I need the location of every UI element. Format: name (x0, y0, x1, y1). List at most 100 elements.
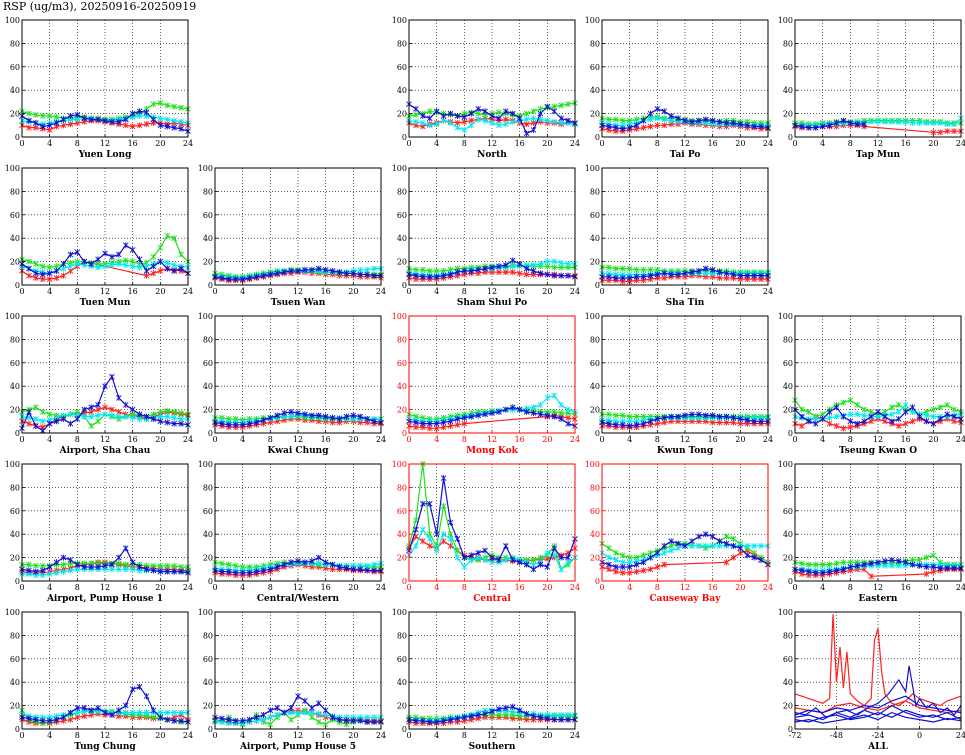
x-tick-label: 4 (240, 731, 245, 740)
data-point (861, 412, 867, 419)
data-point (482, 411, 488, 418)
data-point (413, 111, 419, 118)
y-tick-label: 20 (203, 702, 213, 711)
x-tick-label: 4 (47, 435, 52, 444)
data-point (143, 709, 150, 716)
data-point (723, 119, 730, 126)
data-point (854, 411, 861, 418)
x-tick-label: 12 (100, 583, 110, 592)
data-point (482, 556, 488, 563)
data-point (737, 272, 744, 279)
data-point (819, 569, 826, 576)
data-point (157, 115, 164, 122)
data-point (116, 394, 122, 401)
x-tick-label: 4 (820, 435, 825, 444)
data-point (675, 413, 681, 420)
data-point (723, 533, 730, 540)
data-point (364, 415, 370, 422)
data-point (668, 547, 674, 554)
x-tick-label: 24 (376, 435, 386, 444)
data-point (364, 718, 370, 725)
data-point (171, 709, 177, 716)
data-point (102, 383, 108, 390)
data-point (109, 262, 115, 269)
x-tick-label: 8 (462, 731, 467, 740)
station-title: Airport, Pump House 1 (46, 594, 163, 604)
data-point (281, 269, 287, 276)
x-tick-label: 0 (212, 731, 217, 740)
data-point (150, 253, 157, 260)
data-point (178, 717, 184, 724)
data-point (668, 413, 674, 420)
series-line (794, 704, 962, 721)
x-tick-label: 4 (627, 139, 632, 148)
data-point (39, 567, 46, 574)
data-point (716, 413, 723, 420)
data-point (219, 420, 225, 427)
x-tick-label: 0 (19, 435, 24, 444)
data-point (537, 270, 544, 277)
data-point (171, 717, 177, 724)
data-point (606, 561, 612, 568)
x-tick-label: 24 (763, 435, 773, 444)
y-tick-label: 80 (10, 39, 20, 48)
data-point (689, 269, 695, 276)
data-point (716, 538, 723, 545)
data-point (26, 124, 32, 131)
data-point (171, 103, 177, 110)
data-point (426, 420, 433, 427)
data-point (322, 559, 329, 566)
data-point (164, 568, 171, 575)
series-line (794, 614, 962, 707)
station-title: Tsuen Wan (271, 298, 326, 308)
y-tick-label: 100 (198, 164, 213, 173)
y-tick-label: 60 (10, 359, 20, 368)
data-point (854, 401, 861, 408)
data-point (454, 415, 461, 422)
data-point (95, 418, 101, 425)
data-point (840, 399, 847, 406)
data-point (654, 115, 661, 122)
data-point (309, 266, 315, 273)
x-tick-label: 24 (956, 139, 965, 148)
station-title: Southern (469, 742, 516, 752)
data-point (558, 401, 564, 408)
data-point (129, 246, 136, 253)
data-point (81, 413, 88, 420)
data-point (702, 412, 709, 419)
data-point (840, 413, 847, 420)
data-point (930, 406, 937, 413)
data-point (88, 422, 94, 429)
data-point (33, 562, 39, 569)
x-tick-label: 8 (268, 583, 273, 592)
data-point (95, 563, 101, 570)
data-point (53, 418, 60, 425)
y-tick-label: 40 (397, 678, 407, 687)
data-point (716, 269, 723, 276)
data-point (433, 547, 440, 554)
data-point (350, 270, 357, 277)
data-point (661, 561, 668, 568)
data-point (136, 122, 143, 129)
data-point (164, 102, 171, 109)
data-point (302, 709, 308, 716)
data-point (551, 258, 558, 265)
data-point (329, 561, 336, 568)
data-point (260, 567, 267, 574)
data-point (315, 554, 322, 561)
x-tick-label: 12 (293, 287, 303, 296)
data-point (633, 273, 640, 280)
data-point (951, 128, 957, 135)
data-point (295, 709, 301, 716)
data-point (157, 714, 164, 721)
x-tick-label: 4 (47, 287, 52, 296)
data-point (33, 260, 39, 267)
data-point (902, 559, 909, 566)
data-point (654, 122, 661, 129)
data-point (371, 567, 377, 574)
y-tick-label: 60 (590, 359, 600, 368)
data-point (558, 115, 564, 122)
data-point (668, 112, 674, 119)
x-tick-label: 4 (434, 287, 439, 296)
x-tick-label: 12 (680, 139, 690, 148)
